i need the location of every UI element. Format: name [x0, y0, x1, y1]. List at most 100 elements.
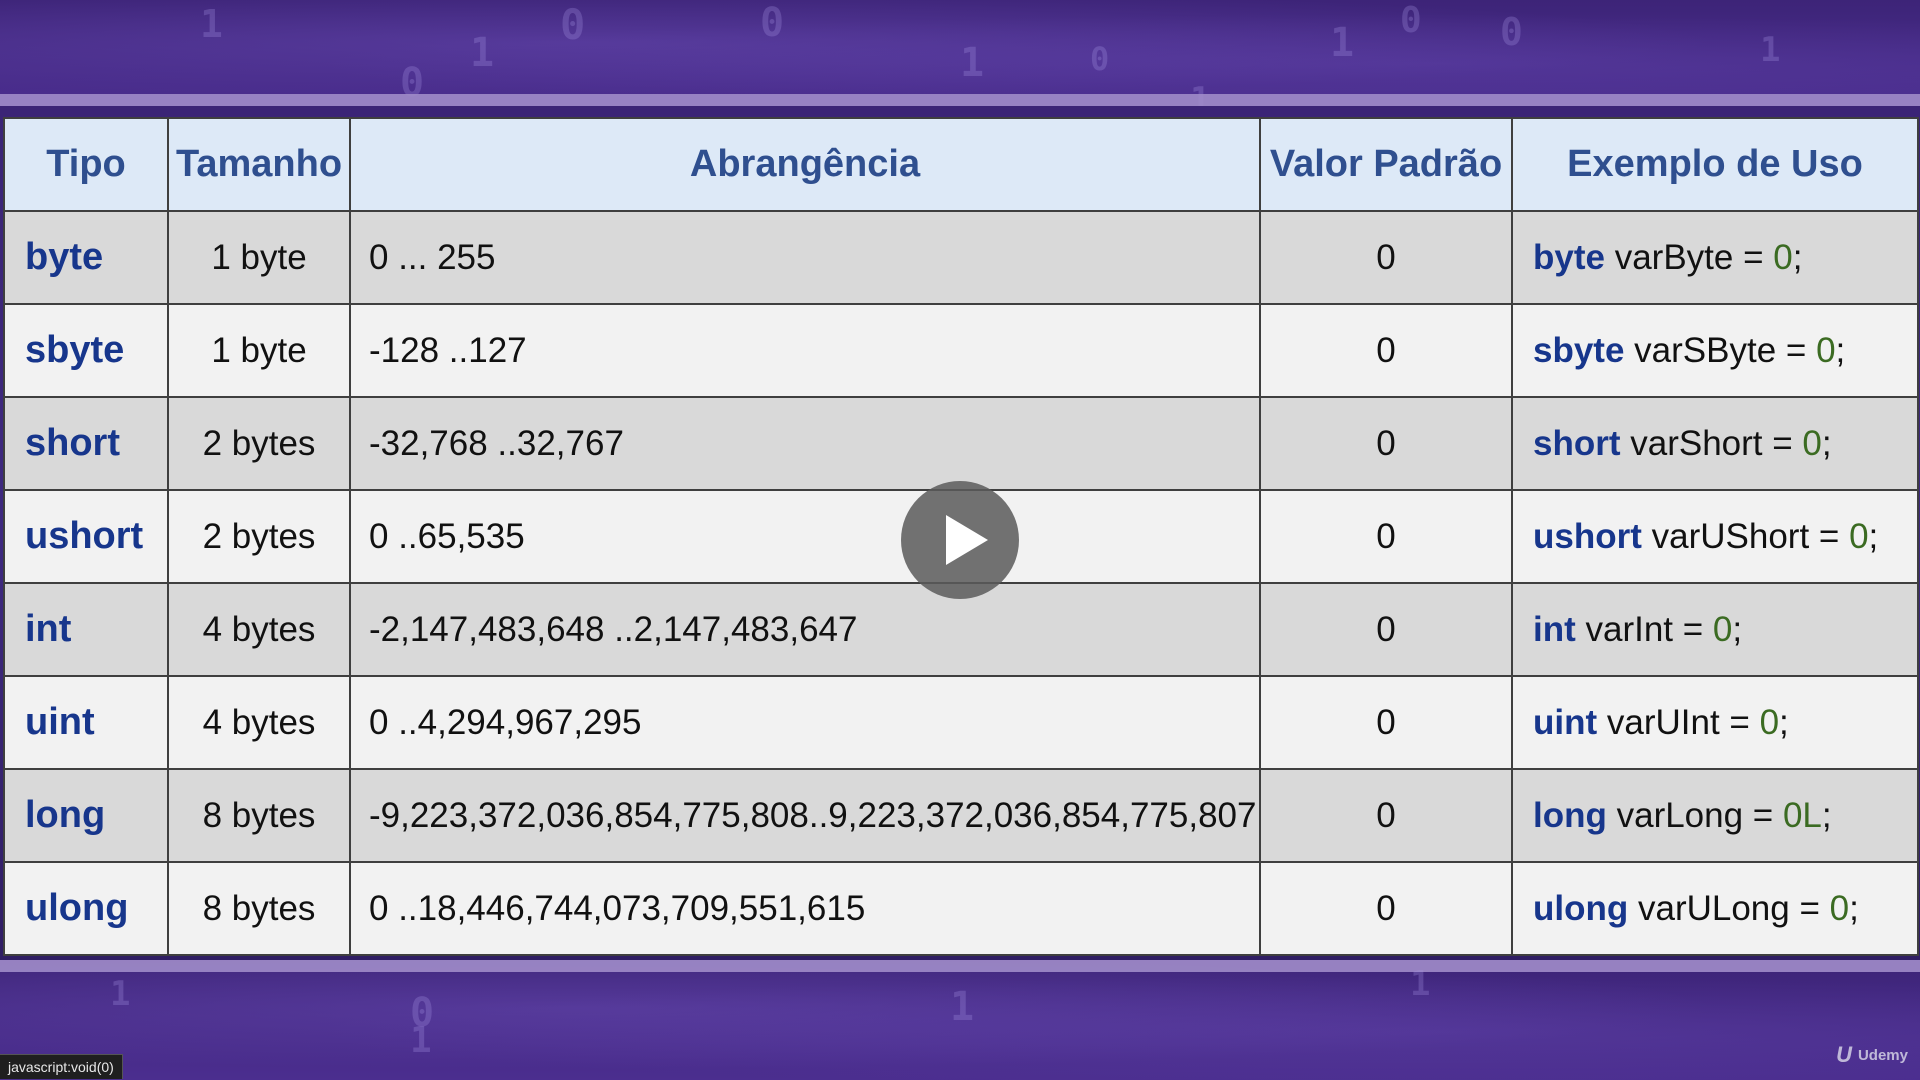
example-keyword: uint [1533, 702, 1598, 742]
cell-example: int varInt = 0; [1511, 582, 1919, 677]
background-digit: 0 [560, 0, 586, 49]
example-terminator: ; [1821, 423, 1832, 463]
background-digit: 0 [1500, 10, 1523, 54]
cell-default: 0 [1259, 582, 1513, 677]
example-value: 0 [1849, 516, 1869, 556]
cell-example: sbyte varSByte = 0; [1511, 303, 1919, 398]
udemy-watermark: U Udemy [1836, 1042, 1908, 1068]
background-digit: 0 [400, 60, 425, 106]
cell-default: 0 [1259, 396, 1513, 491]
table-row: long 8 bytes -9,223,372,036,854,775,808.… [3, 768, 1919, 863]
cell-range: 0 ... 255 [349, 210, 1261, 305]
cell-size: 2 bytes [167, 489, 351, 584]
cell-default: 0 [1259, 861, 1513, 956]
cell-example: ulong varULong = 0; [1511, 861, 1919, 956]
table-row: int 4 bytes -2,147,483,648 ..2,147,483,6… [3, 582, 1919, 677]
example-terminator: ; [1868, 516, 1879, 556]
cell-default: 0 [1259, 675, 1513, 770]
example-value: 0 [1773, 237, 1793, 277]
udemy-brand-name: Udemy [1857, 1046, 1908, 1064]
background-digit: 1 [1410, 964, 1431, 1004]
cell-range: -32,768 ..32,767 [349, 396, 1261, 491]
cell-type: uint [3, 675, 169, 770]
background-digit: 1 [200, 2, 223, 46]
example-keyword: int [1533, 609, 1576, 649]
example-keyword: long [1533, 795, 1607, 835]
example-value: 0 [1802, 423, 1822, 463]
table-row: ushort 2 bytes 0 ..65,535 0 ushort varUS… [3, 489, 1919, 584]
example-terminator: ; [1849, 888, 1859, 928]
example-variable: varByte = [1604, 237, 1774, 277]
background-digit: 1 [950, 984, 975, 1030]
cell-size: 8 bytes [167, 768, 351, 863]
example-value: 0 [1816, 330, 1836, 370]
example-variable: varUInt = [1597, 702, 1760, 742]
udemy-logo-icon: U [1836, 1042, 1852, 1067]
cell-example: uint varUInt = 0; [1511, 675, 1919, 770]
cell-size: 4 bytes [167, 582, 351, 677]
cell-size: 1 byte [167, 210, 351, 305]
cell-size: 1 byte [167, 303, 351, 398]
example-terminator: ; [1779, 702, 1789, 742]
cell-default: 0 [1259, 210, 1513, 305]
cell-size: 4 bytes [167, 675, 351, 770]
cell-range: 0 ..4,294,967,295 [349, 675, 1261, 770]
cell-type: long [3, 768, 169, 863]
example-value: 0L [1782, 795, 1822, 835]
example-keyword: byte [1533, 237, 1605, 277]
example-keyword: short [1533, 423, 1621, 463]
example-terminator: ; [1821, 795, 1832, 835]
status-bar-url: javascript:void(0) [0, 1054, 123, 1079]
cell-type: short [3, 396, 169, 491]
cell-range: -2,147,483,648 ..2,147,483,647 [349, 582, 1261, 677]
cell-size: 8 bytes [167, 861, 351, 956]
cell-type: sbyte [3, 303, 169, 398]
example-variable: varInt = [1575, 609, 1713, 649]
cell-range: 0 ..65,535 [349, 489, 1261, 584]
example-variable: varUShort = [1641, 516, 1850, 556]
cell-type: int [3, 582, 169, 677]
cell-range: 0 ..18,446,744,073,709,551,615 [349, 861, 1261, 956]
header-valor-padrao: Valor Padrão [1259, 117, 1513, 212]
background-digit: 1 [1330, 20, 1355, 66]
background-digit: 0 [760, 0, 785, 46]
example-variable: varShort = [1620, 423, 1803, 463]
cell-default: 0 [1259, 303, 1513, 398]
table-row: byte 1 byte 0 ... 255 0 byte varByte = 0… [3, 210, 1919, 305]
background-digit: 1 [960, 40, 985, 86]
background-digit: 1 [1760, 30, 1781, 70]
cell-size: 2 bytes [167, 396, 351, 491]
background-digit: 0 [1400, 0, 1422, 41]
example-value: 0 [1712, 609, 1733, 649]
example-variable: varLong = [1606, 795, 1783, 835]
example-keyword: ushort [1533, 516, 1642, 556]
cell-default: 0 [1259, 768, 1513, 863]
cell-example: ushort varUShort = 0; [1511, 489, 1919, 584]
cell-type: byte [3, 210, 169, 305]
cell-example: byte varByte = 0; [1511, 210, 1919, 305]
example-terminator: ; [1732, 609, 1743, 649]
table-row: short 2 bytes -32,768 ..32,767 0 short v… [3, 396, 1919, 491]
play-button[interactable] [901, 481, 1019, 599]
example-terminator: ; [1792, 237, 1803, 277]
cell-default: 0 [1259, 489, 1513, 584]
data-types-table: Tipo Tamanho Abrangência Valor Padrão Ex… [3, 117, 1919, 956]
background-digit: 1 [410, 1020, 432, 1061]
example-variable: varULong = [1628, 888, 1830, 928]
header-tipo: Tipo [3, 117, 169, 212]
example-value: 0 [1759, 702, 1780, 742]
background-digit: 0 [410, 990, 435, 1036]
example-terminator: ; [1835, 330, 1846, 370]
background-digit: 1 [1190, 80, 1211, 106]
table-header-row: Tipo Tamanho Abrangência Valor Padrão Ex… [3, 117, 1919, 212]
example-keyword: ulong [1533, 888, 1629, 928]
example-variable: varSByte = [1624, 330, 1817, 370]
cell-type: ulong [3, 861, 169, 956]
table-row: uint 4 bytes 0 ..4,294,967,295 0 uint va… [3, 675, 1919, 770]
table-body: byte 1 byte 0 ... 255 0 byte varByte = 0… [3, 210, 1919, 956]
header-exemplo-de-uso: Exemplo de Uso [1511, 117, 1919, 212]
cell-range: -128 ..127 [349, 303, 1261, 398]
